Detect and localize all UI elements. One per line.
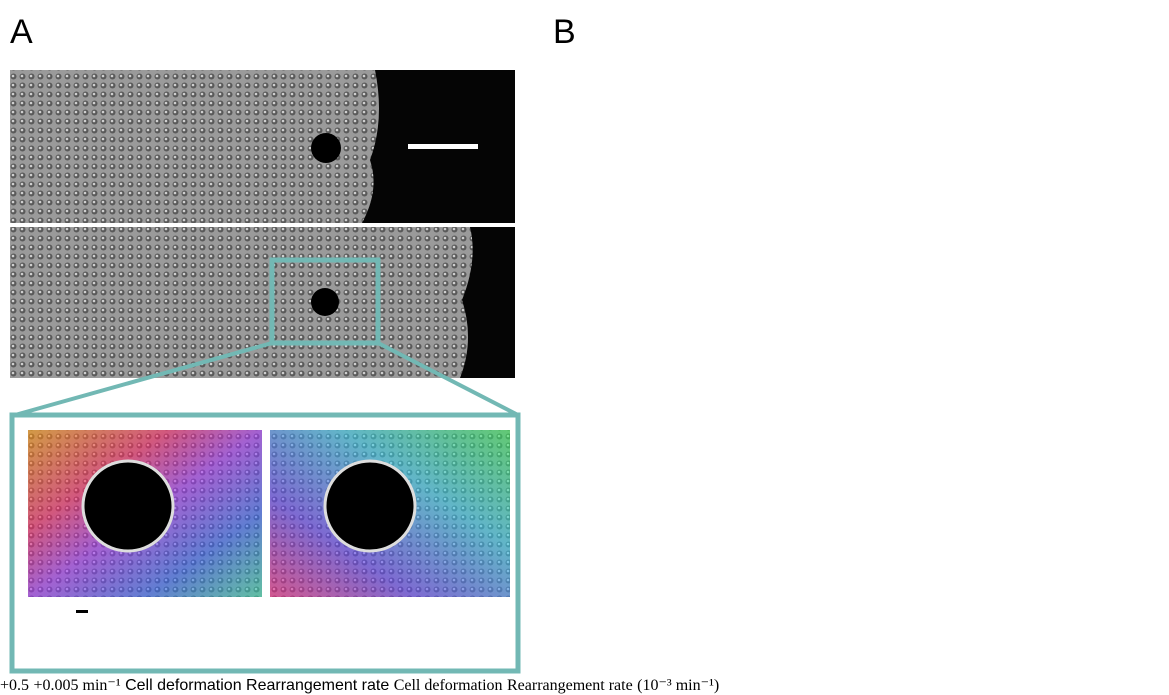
scale-label: +0.5 — [0, 677, 30, 694]
micrograph — [9, 70, 521, 674]
y-axis-label: Cell deformation — [393, 677, 503, 694]
panel-label: A — [10, 13, 33, 51]
scale-label: +0.005 min⁻¹ — [33, 677, 121, 694]
caption: Rearrangement rate — [246, 677, 390, 694]
caption: Cell deformation — [125, 677, 242, 694]
x-axis-label: (10⁻³ min⁻¹) — [637, 677, 720, 694]
x-axis-label: Rearrangement rate — [507, 677, 633, 694]
panel-label: B — [553, 13, 576, 51]
figure: A B — [9, 13, 576, 674]
